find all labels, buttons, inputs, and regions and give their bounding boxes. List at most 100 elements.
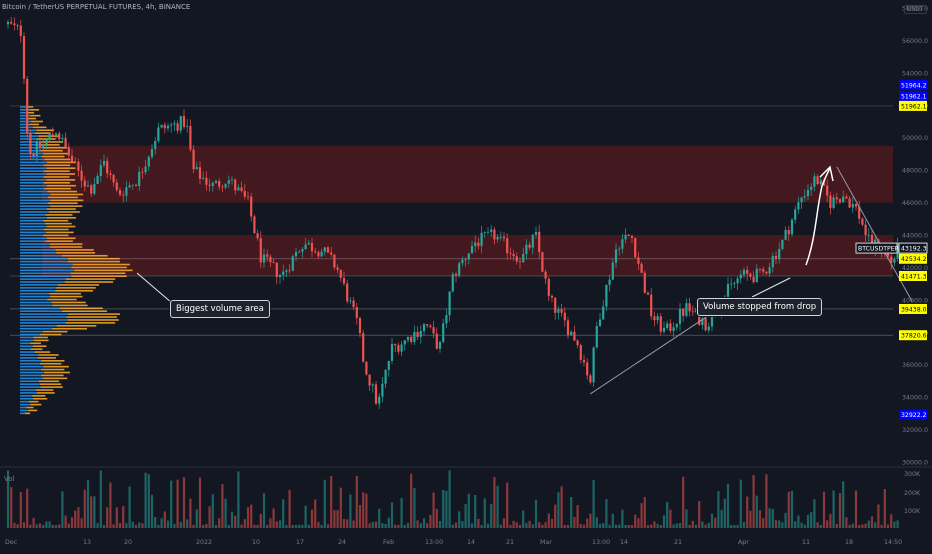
volume-bar [682, 476, 685, 528]
candle-body [237, 187, 240, 191]
candle-body [826, 185, 829, 196]
vp-bar-down [20, 392, 37, 394]
vp-bar-down [20, 354, 39, 356]
volume-bar [173, 523, 176, 528]
price-tick: 58000.0 [902, 6, 928, 13]
vp-bar-up [50, 193, 84, 196]
candle-body [563, 312, 566, 321]
vp-bar-down [20, 167, 47, 169]
candle-body [435, 333, 438, 349]
candle-body [454, 274, 458, 276]
candle-body [22, 36, 26, 79]
candle-body [467, 253, 470, 260]
vp-bar-down [20, 211, 49, 213]
volume-bar [451, 524, 454, 528]
candle-body [138, 171, 141, 186]
volume-bar [614, 524, 618, 528]
vp-bar-up [33, 336, 48, 339]
candle-body [730, 283, 733, 285]
vp-bar-down [20, 365, 44, 368]
volume-bar [38, 523, 42, 528]
volume-bar [586, 518, 589, 528]
volume-bar [592, 479, 595, 528]
time-tick: Mar [540, 539, 552, 546]
vp-bar-up [55, 289, 94, 292]
vp-bar-down [20, 237, 47, 240]
candle-body [26, 78, 29, 134]
candle-body [502, 236, 506, 239]
volume-bar [42, 524, 45, 528]
volume-bar [512, 520, 515, 528]
currency-badge[interactable]: USDT [904, 5, 927, 14]
candle-body [861, 218, 864, 225]
candle-body [864, 224, 867, 236]
vp-bar-up [47, 298, 77, 301]
volume-bar [864, 523, 867, 528]
vp-bar-up [29, 123, 40, 126]
candle-body [189, 126, 192, 150]
volume-bar [771, 509, 774, 528]
candle-body [851, 203, 854, 208]
volume-bar [621, 509, 624, 528]
volume-bar [54, 525, 58, 528]
volume-bar [669, 509, 672, 528]
volume-bar [656, 523, 659, 528]
vp-bar-up [70, 272, 126, 275]
price-tick: 36000.0 [902, 362, 928, 369]
vp-bar-up [30, 342, 41, 345]
candle-body [304, 244, 307, 250]
volume-bar [336, 510, 339, 528]
volume-bar [605, 499, 608, 528]
candle-body [499, 236, 502, 238]
volume-bar [378, 508, 381, 528]
vp-bar-up [67, 319, 119, 321]
vp-bar-up [30, 120, 43, 123]
vp-bar-up [27, 117, 37, 120]
callout-biggest-volume: Biggest volume area [170, 300, 270, 318]
time-tick: 14 [620, 539, 628, 546]
volume-bar [22, 522, 26, 528]
volume-bar [758, 510, 762, 528]
time-tick: Feb [383, 539, 394, 546]
candle-body [144, 166, 147, 173]
volume-bar [522, 510, 525, 528]
volume-bar [458, 511, 461, 528]
volume-bar [93, 496, 96, 528]
volume-bar [768, 508, 771, 528]
volume-bar [227, 524, 230, 528]
volume-bar [502, 518, 506, 528]
vp-bar-down [20, 298, 48, 301]
volume-bar [643, 497, 646, 528]
volume-bar [262, 493, 266, 528]
vp-bar-down [20, 202, 48, 205]
candle-body [310, 242, 314, 252]
price-label-text: 37820.6 [901, 333, 927, 340]
volume-bar [486, 523, 490, 528]
candle-body [186, 126, 189, 127]
volume-bar [243, 519, 246, 528]
volume-bar [461, 521, 464, 528]
price-label [899, 303, 927, 314]
volume-bar [531, 524, 534, 528]
candle-body [403, 340, 406, 345]
candle-body [134, 184, 138, 186]
vp-bar-up [61, 310, 108, 313]
volume-bar [474, 495, 477, 528]
vp-bar-up [36, 392, 55, 394]
candle-body [48, 134, 51, 140]
candle-body [842, 196, 845, 203]
vp-bar-up [44, 187, 71, 190]
volume-bar [630, 525, 634, 528]
candle-body [352, 300, 355, 308]
volume-bar [282, 499, 285, 528]
candle-body [163, 124, 166, 129]
vp-bar-up [34, 132, 51, 134]
volume-bar [218, 518, 221, 528]
candle-body [368, 374, 371, 386]
volume-bar [202, 524, 205, 528]
volume-bar [867, 520, 870, 528]
candle-body [781, 239, 784, 249]
vp-bar-up [67, 260, 120, 263]
